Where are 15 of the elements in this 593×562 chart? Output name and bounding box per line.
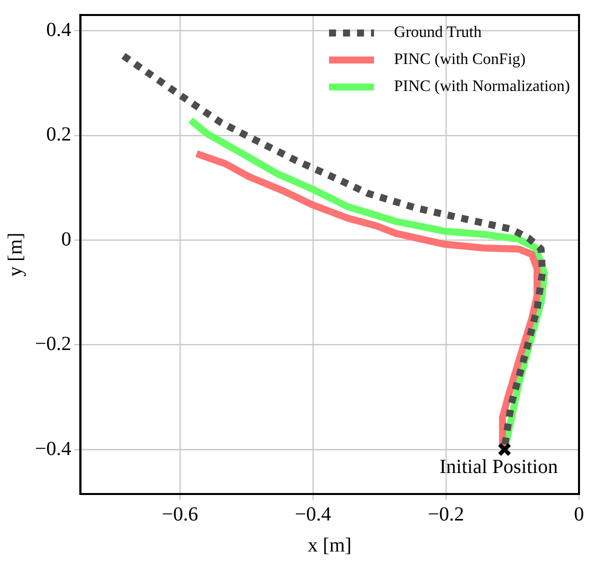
x-tick-label: 0 xyxy=(574,503,584,526)
annotation: Initial Position xyxy=(440,456,558,478)
y-tick-label: 0.4 xyxy=(46,18,72,41)
y-axis-title: y [m] xyxy=(4,232,26,276)
y-tick-label: −0.4 xyxy=(35,438,72,460)
legend-label: Ground Truth xyxy=(394,24,482,42)
legend-label: PINC (with ConFig) xyxy=(394,51,526,68)
x-axis-title: x [m] xyxy=(308,534,352,556)
x-tick-label: −0.4 xyxy=(294,503,332,526)
x-tick-label: −0.2 xyxy=(428,503,464,526)
y-tick-label: 0 xyxy=(61,228,72,250)
x-tick-label: −0.6 xyxy=(162,503,198,526)
y-tick-label: −0.2 xyxy=(35,333,72,356)
y-tick-label: 0.2 xyxy=(46,124,72,146)
legend-label: PINC (with Normalization) xyxy=(394,78,570,96)
